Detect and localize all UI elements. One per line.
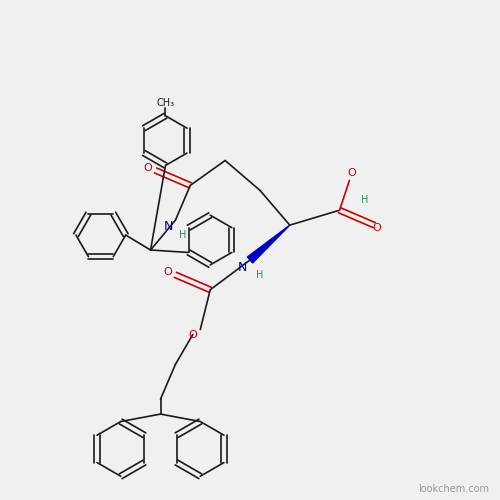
Text: H: H xyxy=(256,270,264,280)
Text: N: N xyxy=(238,261,247,274)
Text: O: O xyxy=(348,168,356,178)
Text: lookchem.com: lookchem.com xyxy=(418,484,488,494)
Text: O: O xyxy=(188,330,197,340)
Text: H: H xyxy=(179,230,186,240)
Text: H: H xyxy=(360,196,368,205)
Text: CH₃: CH₃ xyxy=(156,98,174,108)
Text: O: O xyxy=(372,222,381,232)
Text: O: O xyxy=(144,163,152,173)
Text: O: O xyxy=(164,268,172,278)
Polygon shape xyxy=(248,225,290,263)
Text: N: N xyxy=(164,220,172,232)
